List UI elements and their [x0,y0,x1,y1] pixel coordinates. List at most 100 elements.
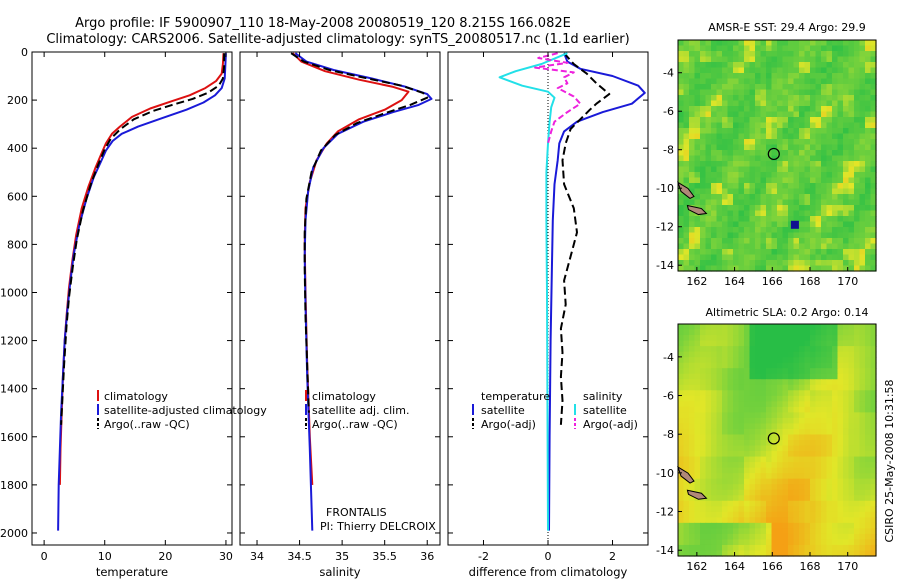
heat-cell [766,340,773,347]
heat-cell [804,67,811,74]
heat-cell [793,495,800,502]
heat-cell [689,506,696,513]
heat-cell [870,346,877,353]
heat-cell [870,462,877,469]
heat-cell [683,500,690,507]
heat-cell [854,73,861,80]
heat-cell [694,445,701,452]
heat-cell [793,84,800,91]
heat-cell [870,73,877,80]
heat-cell [793,489,800,496]
heat-cell [700,122,707,129]
heat-cell [733,390,740,397]
heat-cell [865,517,872,524]
heat-cell [826,172,833,179]
heat-cell [788,406,795,413]
heat-cell [771,161,778,168]
heat-cell [810,324,817,331]
heat-cell [722,428,729,436]
heat-cell [744,550,751,557]
heat-cell [705,51,712,58]
heat-cell [755,445,762,452]
heat-cell [843,161,850,168]
heat-cell [865,368,872,375]
heat-cell [843,340,850,347]
heat-cell [738,423,745,430]
heat-cell [782,462,789,469]
heat-cell [738,111,745,118]
heat-cell [771,106,778,113]
heat-cell [733,423,740,430]
heat-cell [733,544,740,552]
heat-cell [821,194,828,201]
heat-cell [854,390,861,397]
heat-cell [810,379,817,386]
heat-cell [711,155,718,162]
heat-cell [727,473,734,480]
heat-cell [766,194,773,201]
heat-cell [733,346,740,353]
heat-cell [689,473,696,480]
heat-cell [738,260,745,267]
heat-cell [744,390,751,397]
heat-cell [854,473,861,480]
y-tick-label: -14 [656,544,674,557]
heat-cell [865,238,872,245]
heat-cell [859,484,866,491]
heat-cell [777,155,784,162]
heat-cell [771,357,778,364]
heat-cell [683,128,690,135]
heat-cell [678,500,685,507]
heat-cell [683,177,690,184]
heat-cell [826,155,833,162]
heat-cell [821,78,828,85]
legend-label: climatology [312,390,376,403]
heat-cell [859,188,866,195]
heat-cell [793,117,800,124]
heat-cell [683,351,690,358]
heat-cell [826,550,833,557]
heat-cell [870,473,877,480]
heat-cell [694,166,701,173]
heat-cell [760,122,767,129]
heat-cell [727,395,734,402]
heat-cell [760,56,767,63]
heat-cell [694,227,701,234]
heat-cell [793,95,800,102]
heat-cell [782,166,789,173]
heat-cell [832,89,839,96]
heat-cell [711,506,718,513]
heat-cell [755,478,762,485]
heat-cell [733,495,740,502]
heat-cell [843,478,850,485]
heat-cell [716,221,723,228]
heat-cell [760,340,767,347]
heat-cell [749,495,756,502]
heat-cell [760,40,767,47]
heat-cell [788,172,795,179]
heat-cell [804,506,811,513]
heat-cell [870,177,877,184]
heat-cell [683,73,690,80]
plot-area: 0 10 20 30020040060080010001200140016001800… [0,21,877,579]
heat-cell [727,500,734,507]
heat-cell [771,78,778,85]
heat-cell [689,84,696,91]
heat-cell [815,144,822,151]
heat-cell [755,379,762,386]
heat-cell [848,528,855,535]
heat-cell [799,484,806,491]
heat-cell [837,467,844,474]
y-tick-label: 200 [7,94,28,107]
heat-cell [727,489,734,496]
heat-cell [815,89,822,96]
heat-cell [832,249,839,256]
heat-cell [832,539,839,546]
heat-cell [832,335,839,342]
heat-cell [678,221,685,228]
heat-cell [788,500,795,507]
heat-cell [810,445,817,452]
heat-cell [865,423,872,430]
heat-cell [848,254,855,261]
heat-cell [749,155,756,162]
